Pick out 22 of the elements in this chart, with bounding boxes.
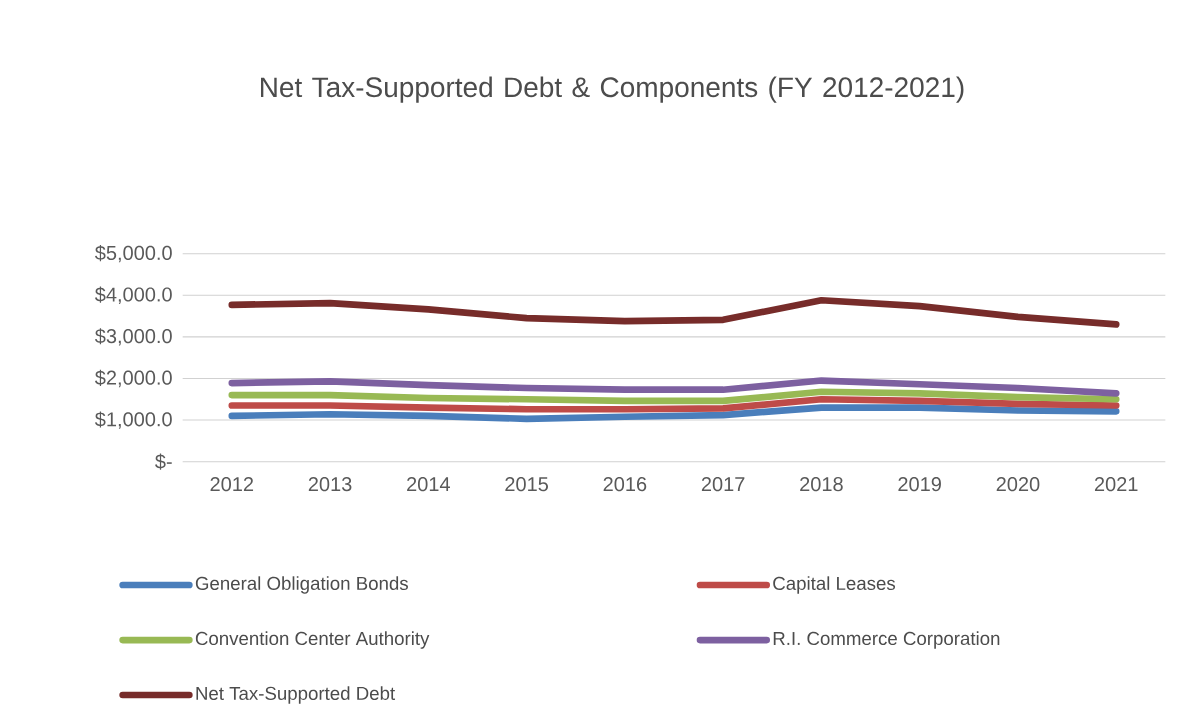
x-tick-label: 2018 [800,477,843,492]
x-tick-label: 2013 [308,477,352,492]
x-tick-label: 2021 [1094,477,1138,492]
y-tick-label: $4,000.0 [94,286,172,304]
legend-label: General Obligation Bonds [195,576,408,594]
legend-label: R.I. Commerce Corporation [773,631,1000,649]
x-tick-label: 2020 [996,477,1040,492]
x-tick-label: 2016 [603,477,647,492]
x-tick-label: 2014 [407,477,450,492]
legend-label: Capital Leases [773,576,896,594]
y-tick-label: $1,000.0 [94,411,172,429]
x-tick-label: 2017 [701,477,745,492]
x-tick-label: 2015 [505,477,549,492]
y-tick-label: $2,000.0 [94,369,172,388]
y-tick-label: $- [155,453,172,470]
legend-label: Net Tax-Supported Debt [196,686,396,704]
y-tick-label: $3,000.0 [94,328,172,346]
x-tick-label: 2019 [898,477,941,492]
y-tick-label: $5,000.0 [94,244,172,263]
legend-label: Convention Center Authority [195,631,430,649]
chart-title: Net Tax-Supported Debt & Components (FY 2012-2021) [261,76,964,103]
x-tick-label: 2012 [210,477,254,492]
